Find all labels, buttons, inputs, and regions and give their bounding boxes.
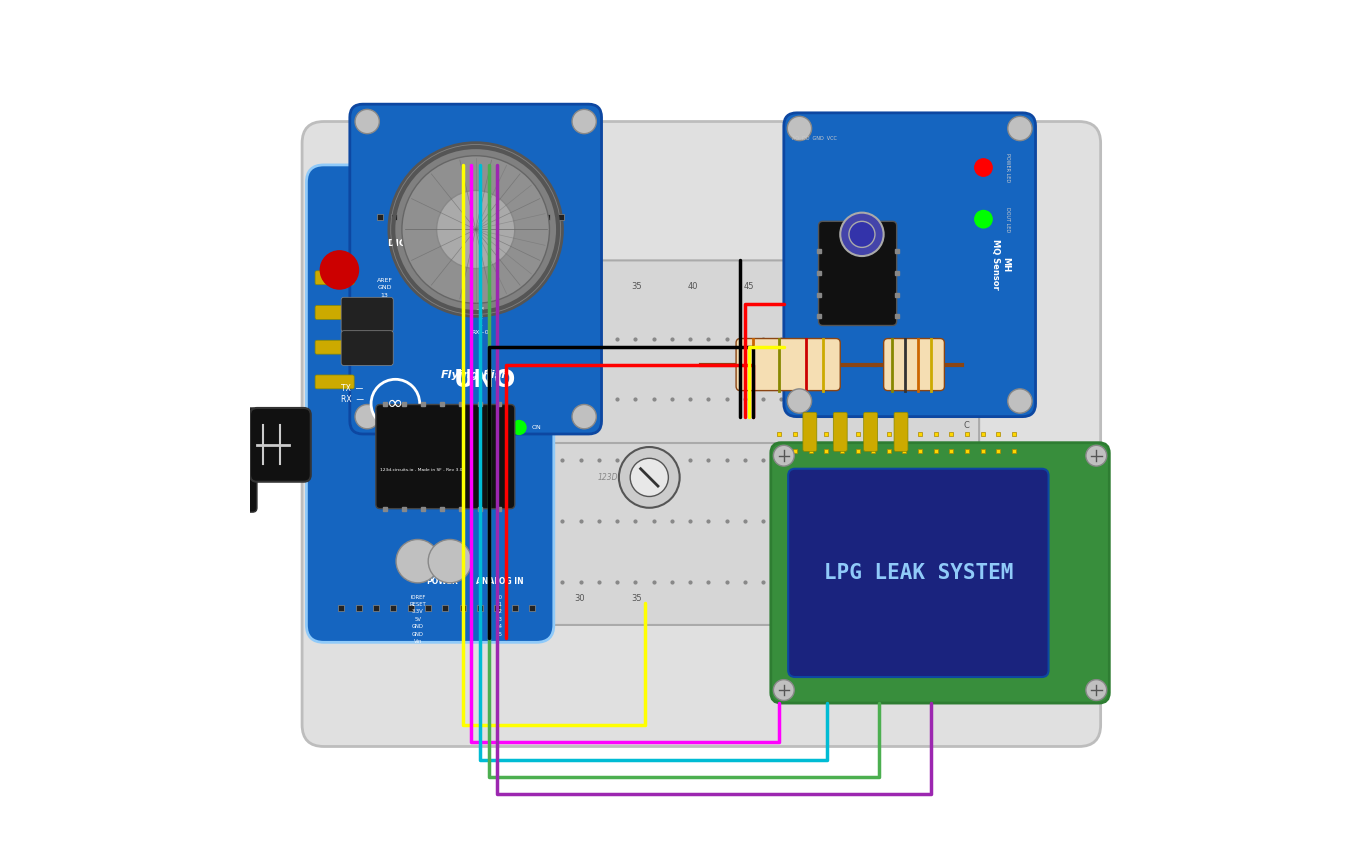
FancyBboxPatch shape	[302, 122, 1101, 746]
Circle shape	[397, 539, 439, 583]
FancyBboxPatch shape	[315, 306, 354, 319]
Circle shape	[788, 116, 811, 141]
FancyBboxPatch shape	[315, 271, 354, 285]
Circle shape	[773, 445, 795, 466]
Text: 30: 30	[575, 595, 586, 603]
Text: ∞: ∞	[387, 394, 404, 413]
Text: D: D	[963, 473, 970, 482]
FancyBboxPatch shape	[250, 408, 311, 482]
Text: 40: 40	[688, 282, 698, 291]
FancyBboxPatch shape	[770, 443, 1109, 703]
FancyBboxPatch shape	[198, 408, 257, 512]
Text: IOREF
RESET
3.3V
5V
GND
GND
Vin: IOREF RESET 3.3V 5V GND GND Vin	[409, 595, 425, 644]
Circle shape	[840, 213, 884, 256]
Circle shape	[356, 109, 379, 134]
Circle shape	[356, 404, 379, 429]
Text: C: C	[963, 421, 969, 430]
Text: B: B	[963, 369, 969, 378]
Text: TX  —
RX  —: TX — RX —	[341, 385, 364, 404]
FancyBboxPatch shape	[895, 412, 908, 451]
Circle shape	[572, 404, 596, 429]
Text: DIGITAL (PWM~): DIGITAL (PWM~)	[389, 239, 472, 247]
Circle shape	[1008, 116, 1031, 141]
FancyBboxPatch shape	[818, 221, 896, 326]
Text: POWER: POWER	[427, 577, 458, 586]
Circle shape	[512, 420, 527, 434]
Circle shape	[850, 221, 876, 247]
FancyBboxPatch shape	[736, 339, 840, 391]
Text: LPG LEAK SYSTEM: LPG LEAK SYSTEM	[824, 562, 1014, 583]
Text: 35: 35	[631, 282, 642, 291]
Text: Flying-Fish: Flying-Fish	[440, 370, 510, 379]
Circle shape	[788, 389, 811, 413]
Circle shape	[975, 159, 992, 176]
Text: ANALOG IN: ANALOG IN	[476, 577, 523, 586]
Circle shape	[618, 447, 680, 508]
FancyBboxPatch shape	[341, 297, 393, 332]
FancyBboxPatch shape	[306, 165, 554, 642]
Text: 7
~6
~5
4
~3
2
1
RX~0: 7 ~6 ~5 4 ~3 2 1 RX~0	[471, 278, 488, 334]
Circle shape	[1086, 680, 1107, 700]
Text: L: L	[341, 352, 345, 360]
Circle shape	[1008, 389, 1031, 413]
Text: AO  DO  GND  VCC: AO DO GND VCC	[792, 136, 837, 141]
Circle shape	[572, 109, 596, 134]
FancyBboxPatch shape	[341, 331, 393, 365]
Text: AREF
GND
13
12
11
~10
~9
8: AREF GND 13 12 11 ~10 ~9 8	[376, 278, 393, 334]
FancyBboxPatch shape	[315, 340, 354, 354]
FancyBboxPatch shape	[788, 469, 1048, 677]
Text: 35: 35	[631, 595, 642, 603]
FancyBboxPatch shape	[884, 339, 944, 391]
Text: 30: 30	[575, 282, 586, 291]
Text: 50: 50	[800, 282, 811, 291]
Text: A0
A1
A2
A3
A4
A5: A0 A1 A2 A3 A4 A5	[495, 595, 503, 636]
Circle shape	[975, 211, 992, 227]
Text: DOUT LED: DOUT LED	[1005, 207, 1010, 232]
Text: 123d.circuits.io - Made in SF - Rev 3.0: 123d.circuits.io - Made in SF - Rev 3.0	[380, 468, 462, 471]
Text: UNO: UNO	[453, 368, 516, 391]
Text: A: A	[963, 317, 969, 326]
Text: 60: 60	[912, 282, 923, 291]
Circle shape	[436, 190, 514, 268]
Text: ON: ON	[532, 425, 542, 430]
Text: 55: 55	[856, 282, 867, 291]
FancyBboxPatch shape	[544, 260, 979, 625]
FancyBboxPatch shape	[376, 404, 514, 509]
Circle shape	[320, 251, 358, 289]
Text: MH
MQ Sensor: MH MQ Sensor	[992, 240, 1011, 290]
FancyBboxPatch shape	[315, 375, 354, 389]
FancyBboxPatch shape	[803, 412, 817, 451]
Circle shape	[1086, 445, 1107, 466]
FancyBboxPatch shape	[833, 412, 847, 451]
Text: 123D.CIRCUITS: 123D.CIRCUITS	[598, 473, 655, 482]
Circle shape	[389, 142, 562, 316]
Circle shape	[773, 680, 795, 700]
Circle shape	[631, 458, 669, 496]
Text: 45: 45	[744, 282, 754, 291]
Circle shape	[428, 539, 472, 583]
Text: ARDUINO: ARDUINO	[421, 418, 479, 428]
FancyBboxPatch shape	[784, 113, 1036, 417]
Circle shape	[402, 155, 550, 303]
FancyBboxPatch shape	[350, 104, 602, 434]
Text: POWER LED: POWER LED	[1005, 153, 1010, 182]
Circle shape	[371, 379, 420, 428]
FancyBboxPatch shape	[863, 412, 877, 451]
